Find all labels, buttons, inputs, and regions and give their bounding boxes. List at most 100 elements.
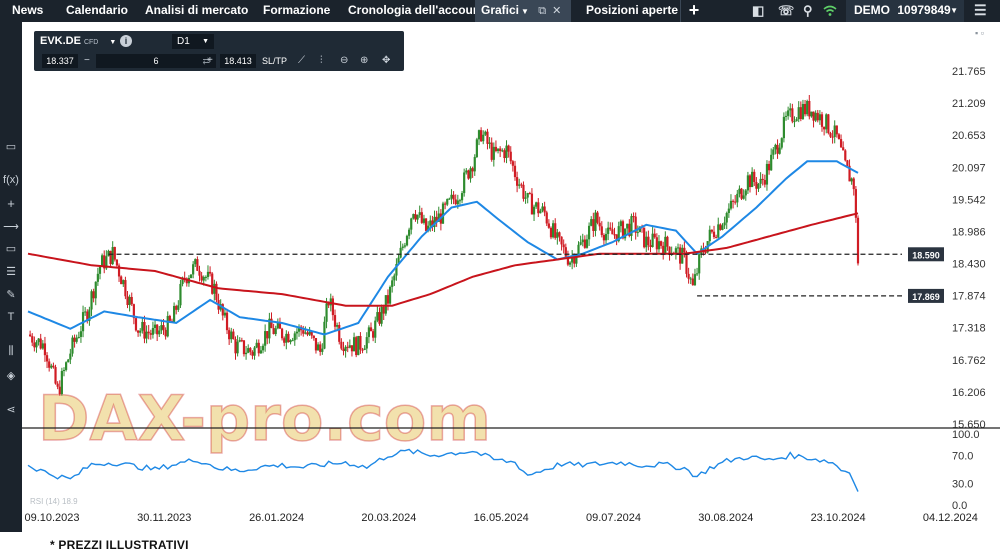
candle bbox=[325, 303, 328, 322]
pop-out-icon[interactable]: ⧉ bbox=[538, 5, 547, 17]
crosshair-icon[interactable]: ✥ bbox=[382, 55, 391, 66]
share-icon[interactable]: ⋖ bbox=[6, 404, 16, 416]
fibonacci-icon[interactable]: ☰ bbox=[6, 266, 16, 278]
candle bbox=[511, 161, 514, 166]
phone-icon[interactable]: ☏ bbox=[778, 3, 795, 18]
add-tab-icon[interactable]: + bbox=[680, 0, 707, 22]
layers-icon[interactable]: ◈ bbox=[6, 370, 16, 382]
candle bbox=[655, 237, 658, 250]
timeframe-selector[interactable]: D1 ▼ bbox=[172, 34, 214, 49]
pen-icon[interactable]: ✎ bbox=[6, 289, 16, 301]
candle bbox=[518, 184, 521, 186]
rectangle-icon[interactable]: ▭ bbox=[5, 243, 17, 255]
candle bbox=[395, 264, 398, 276]
candle bbox=[48, 361, 51, 368]
candle bbox=[638, 226, 642, 233]
candle bbox=[647, 236, 650, 246]
tab-grafici[interactable]: Grafici ▼ ⧉ ✕ bbox=[475, 0, 571, 22]
candle bbox=[331, 298, 334, 316]
buy-price-button[interactable]: 18.413 bbox=[220, 54, 256, 68]
candle bbox=[592, 219, 595, 231]
info-icon[interactable]: i bbox=[120, 35, 132, 47]
function-icon[interactable]: f(x) bbox=[3, 174, 19, 186]
tab-formazione[interactable]: Formazione bbox=[263, 3, 331, 17]
candle bbox=[54, 367, 57, 384]
candle bbox=[202, 277, 205, 281]
swap-icon[interactable]: ⇄ bbox=[202, 56, 210, 66]
candle bbox=[486, 131, 489, 144]
candle bbox=[545, 212, 548, 224]
candle bbox=[109, 250, 112, 265]
candle bbox=[391, 280, 394, 287]
candle bbox=[192, 264, 195, 275]
x-tick-label: 26.01.2024 bbox=[249, 512, 304, 524]
candle bbox=[611, 229, 614, 235]
dropdown-icon[interactable]: ▼ bbox=[521, 7, 529, 16]
symbol-selector[interactable]: EVK.DE CFD ▼ bbox=[40, 35, 116, 47]
candle bbox=[295, 331, 299, 334]
x-tick-label: 20.03.2024 bbox=[361, 512, 416, 524]
crosshair-tool-icon[interactable]: + bbox=[7, 196, 15, 211]
alert-icon[interactable]: ⚲ bbox=[803, 3, 813, 18]
candle bbox=[596, 212, 599, 223]
candle bbox=[189, 274, 193, 278]
candle bbox=[806, 100, 809, 115]
sell-price-button[interactable]: 18.337 bbox=[42, 54, 78, 68]
tab-news[interactable]: News bbox=[12, 3, 44, 17]
candle bbox=[774, 144, 777, 150]
layout-icon[interactable]: ◧ bbox=[752, 3, 765, 18]
quantity-plus-button[interactable]: + bbox=[207, 55, 213, 66]
zoom-in-icon[interactable]: ⊕ bbox=[360, 55, 369, 66]
candle bbox=[45, 355, 49, 362]
candle bbox=[490, 142, 493, 160]
candle bbox=[414, 214, 417, 220]
candle bbox=[283, 338, 286, 343]
candle bbox=[753, 171, 756, 182]
candle bbox=[340, 341, 343, 349]
account-number: 10979849 bbox=[897, 3, 951, 17]
sltp-button[interactable]: SL/TP bbox=[262, 56, 288, 66]
candle bbox=[818, 114, 821, 121]
horizontal-line-icon[interactable]: ⟶ bbox=[3, 221, 19, 233]
candle bbox=[329, 298, 332, 306]
close-tab-icon[interactable]: ✕ bbox=[552, 5, 562, 17]
text-tool-icon[interactable]: T bbox=[7, 311, 15, 323]
account-selector[interactable]: DEMO 10979849 ▼ bbox=[846, 0, 964, 22]
bar-chart-icon[interactable]: ⫼ bbox=[8, 345, 14, 357]
candle bbox=[767, 163, 771, 171]
indicators-icon[interactable]: ⫶ bbox=[320, 55, 323, 66]
candle bbox=[463, 172, 466, 194]
candle bbox=[528, 193, 531, 195]
candle bbox=[475, 139, 478, 158]
tab-posizioni-aperte[interactable]: Posizioni aperte bbox=[586, 3, 679, 17]
menu-icon[interactable]: ☰ bbox=[974, 2, 987, 18]
price-chart[interactable]: DAX-pro.com 18.590 17.869 21.765 21.209 20.65… bbox=[22, 22, 1000, 532]
quantity-minus-button[interactable]: − bbox=[84, 55, 90, 66]
candle bbox=[693, 274, 697, 286]
zoom-out-icon[interactable]: ⊖ bbox=[340, 55, 349, 66]
candle bbox=[105, 256, 108, 269]
window-controls[interactable]: ▪ ▫ bbox=[975, 28, 984, 38]
candle bbox=[249, 348, 252, 352]
tab-calendario[interactable]: Calendario bbox=[66, 3, 129, 17]
tab-analisi-di-mercato[interactable]: Analisi di mercato bbox=[145, 3, 249, 17]
candle bbox=[835, 125, 838, 135]
candle bbox=[211, 273, 214, 294]
candle bbox=[213, 283, 216, 294]
candle bbox=[69, 353, 72, 360]
candle bbox=[543, 206, 546, 213]
candle bbox=[803, 103, 807, 115]
candle bbox=[420, 212, 423, 223]
candle bbox=[198, 270, 201, 276]
trend-line-icon[interactable]: ⟋ bbox=[298, 55, 305, 66]
candle bbox=[738, 188, 741, 194]
candle bbox=[88, 309, 91, 322]
tab-cronologia-account[interactable]: Cronologia dell'account bbox=[348, 3, 485, 17]
candle bbox=[609, 227, 612, 230]
quantity-input[interactable]: 6 ⇄ bbox=[96, 54, 216, 68]
candle bbox=[503, 150, 506, 159]
moving-average-blue bbox=[27, 160, 859, 336]
chart-area[interactable]: DAX-pro.com 18.590 17.869 21.765 21.209 20.65… bbox=[22, 22, 1000, 532]
candle bbox=[314, 337, 318, 351]
screen-icon[interactable]: ▭ bbox=[5, 141, 17, 153]
